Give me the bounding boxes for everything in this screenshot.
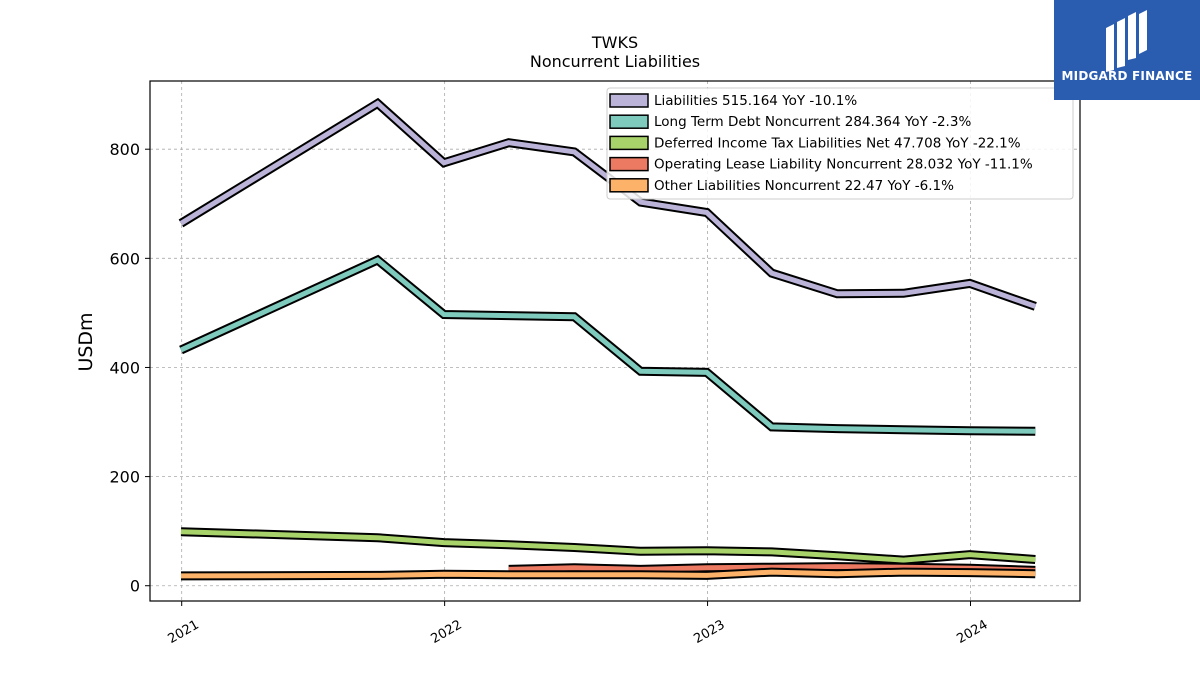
series-layer bbox=[178, 97, 1037, 581]
legend-label: Liabilities 515.164 YoY -10.1% bbox=[654, 93, 857, 109]
legend-label: Deferred Income Tax Liabilities Net 47.7… bbox=[654, 135, 1021, 151]
series-long-term-debt-noncurrent bbox=[179, 254, 1036, 436]
legend-swatch bbox=[609, 156, 649, 172]
y-tick-label: 200 bbox=[109, 468, 140, 487]
series-line bbox=[180, 569, 1036, 579]
x-tick-label: 2021 bbox=[166, 617, 202, 647]
series-other-liabilities-noncurrent bbox=[180, 567, 1036, 581]
plot-frame bbox=[149, 80, 1081, 602]
legend-swatch bbox=[609, 93, 649, 108]
y-tick-label: 0 bbox=[130, 577, 140, 596]
series-line bbox=[179, 100, 1037, 309]
midgard-logo-icon bbox=[1106, 10, 1147, 72]
y-tick-label: 600 bbox=[109, 249, 140, 268]
legend-swatch bbox=[609, 135, 649, 151]
legend-swatch bbox=[609, 178, 649, 193]
brand-name: MIDGARD FINANCE bbox=[1061, 69, 1193, 83]
chart-title: TWKS bbox=[591, 33, 638, 52]
legend-label: Long Term Debt Noncurrent 284.364 YoY -2… bbox=[654, 114, 971, 130]
series-line bbox=[180, 529, 1036, 563]
y-tick-label: 400 bbox=[109, 358, 140, 377]
series-deferred-income-tax-liabilities-net bbox=[180, 527, 1036, 565]
legend-label: Other Liabilities Noncurrent 22.47 YoY -… bbox=[654, 178, 954, 194]
y-tick-label: 800 bbox=[109, 140, 140, 159]
legend-label: Operating Lease Liability Noncurrent 28.… bbox=[654, 157, 1033, 173]
x-tick-label: 2024 bbox=[954, 617, 990, 647]
axis-ticks: 2021 2022 2023 2024 0 200 400 600 800 bbox=[109, 140, 990, 647]
x-tick-label: 2023 bbox=[691, 617, 727, 647]
series-line bbox=[179, 257, 1036, 434]
legend-box bbox=[606, 87, 1074, 200]
brand-logo: MIDGARD FINANCE bbox=[1054, 0, 1200, 100]
x-tick-label: 2022 bbox=[428, 617, 464, 647]
chart-subtitle: Noncurrent Liabilities bbox=[530, 52, 700, 71]
legend-swatch bbox=[609, 114, 649, 129]
legend: Liabilities 515.164 YoY -10.1% Long Term … bbox=[606, 87, 1074, 200]
y-axis-label: USDm bbox=[75, 312, 97, 371]
series-liabilities bbox=[178, 97, 1037, 311]
